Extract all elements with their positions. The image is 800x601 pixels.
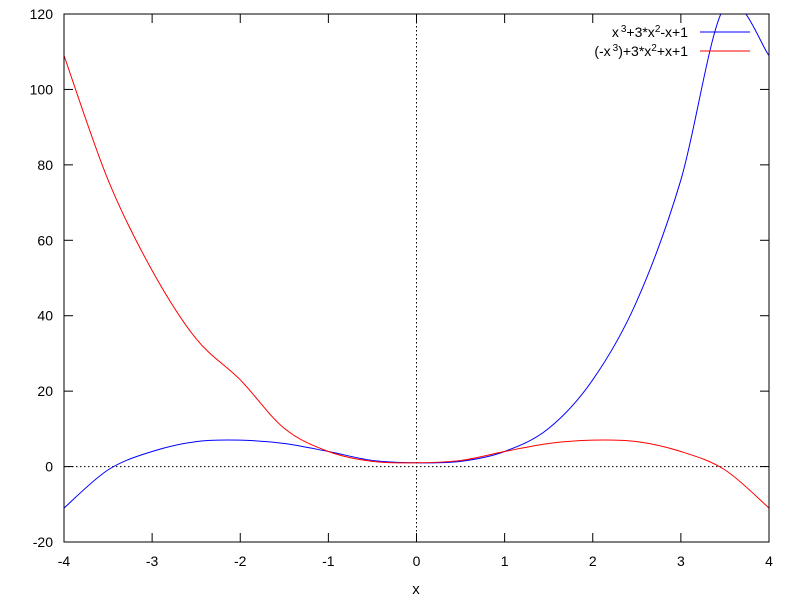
x-tick-label: 0 [413,553,421,569]
plot-frame [63,13,770,543]
x-tick-labels: -4 -3 -2 -1 0 1 2 3 4 [58,553,773,569]
legend: x 3+3*x2-x+1 (-x 3)+3*x2+x+1 [594,24,750,59]
y-tick-label: 40 [37,308,53,324]
x-tick-label: 2 [589,553,597,569]
y-tick-label: 0 [45,459,53,475]
x-tick-label: -2 [234,553,247,569]
series-line-1 [64,55,769,509]
legend-entry-label: (-x 3)+3*x2+x+1 [594,43,688,59]
y-tick-label: -20 [33,534,53,550]
zero-axes [64,14,769,542]
x-axis-title: x [412,581,420,598]
y-tick-label: 120 [30,6,54,22]
y-tick-labels: -20 0 20 40 60 80 100 120 [30,6,54,550]
y-tick-label: 80 [37,157,53,173]
x-tick-label: 1 [501,553,509,569]
y-tick-label: 20 [37,383,53,399]
y-tick-label: 100 [30,81,54,97]
x-tick-label: -3 [146,553,159,569]
series-line-0 [64,14,769,509]
x-tick-label: -1 [322,553,335,569]
x-tick-label: 3 [677,553,685,569]
x-tick-label: -4 [58,553,71,569]
x-tick-label: 4 [765,553,773,569]
series-lines [64,14,769,509]
legend-entry-label: x 3+3*x2-x+1 [612,24,688,40]
axis-ticks [63,13,770,543]
y-tick-label: 60 [37,232,53,248]
